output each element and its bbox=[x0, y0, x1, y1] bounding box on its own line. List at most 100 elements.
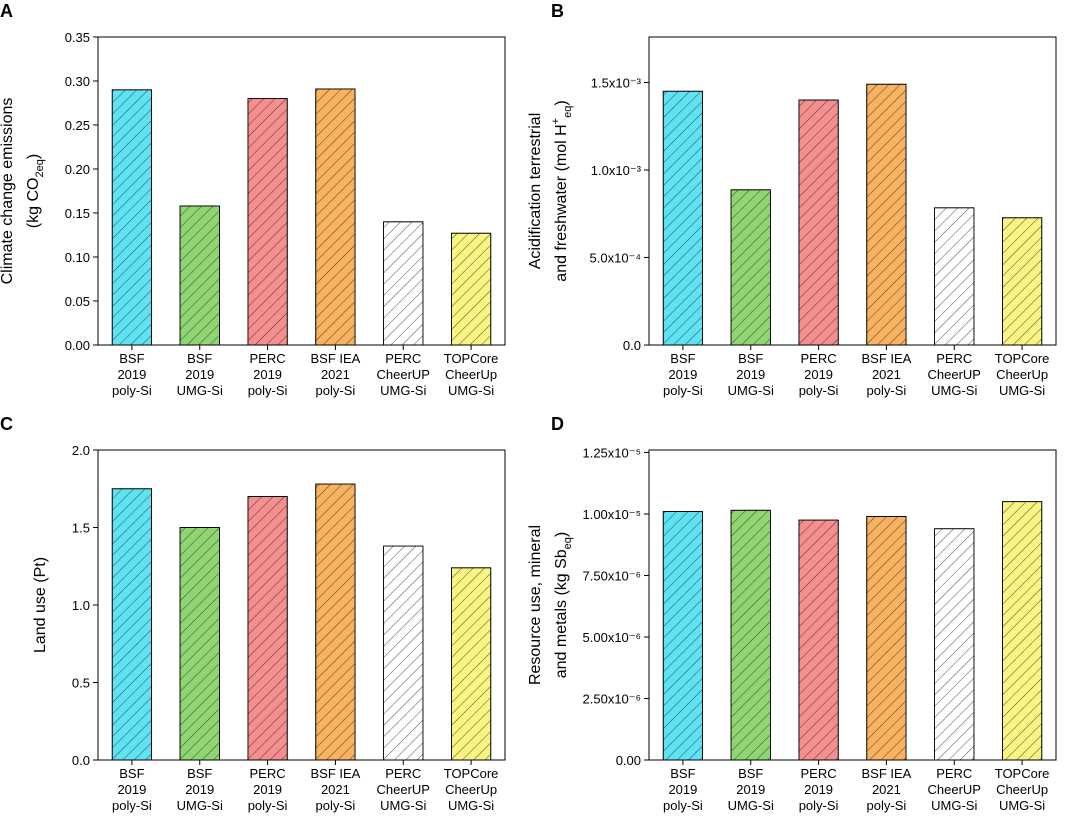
x-tick-label: PERC CheerUP UMG-Si bbox=[928, 766, 981, 813]
y-axis-label-part: and freshwater (mol H bbox=[553, 124, 570, 281]
y-tick-label: 1.5 bbox=[72, 521, 90, 536]
y-axis-label-part: + bbox=[550, 118, 562, 124]
y-axis-label-part: and metals (kg Sb bbox=[553, 549, 570, 678]
x-tick-label: BSF 2019 UMG-Si bbox=[728, 766, 774, 813]
y-axis-label-part: ) bbox=[25, 154, 42, 159]
x-tick-label: BSF 2019 UMG-Si bbox=[177, 351, 223, 398]
x-tick-label-line: BSF IEA bbox=[861, 351, 911, 366]
x-tick-label-line: UMG-Si bbox=[728, 798, 774, 813]
x-tick-label: BSF IEA 2021 poly-Si bbox=[861, 766, 911, 813]
x-tick-label: PERC CheerUP UMG-Si bbox=[928, 351, 981, 398]
x-tick-label: PERC 2019 poly-Si bbox=[248, 766, 288, 813]
x-tick-label-line: poly-Si bbox=[799, 383, 839, 398]
x-tick-label-line: CheerUp bbox=[445, 367, 497, 382]
x-tick-label-line: 2021 bbox=[872, 367, 901, 382]
x-tick-label: BSF 2019 UMG-Si bbox=[728, 351, 774, 398]
y-axis-label: and metals (kg Sbeq) bbox=[553, 532, 574, 679]
bar-hatch bbox=[247, 98, 288, 346]
y-tick-label: 2.0 bbox=[72, 443, 90, 458]
x-tick-label-line: BSF bbox=[670, 351, 695, 366]
x-tick-label-line: UMG-Si bbox=[177, 798, 223, 813]
y-tick-label: 0.0 bbox=[623, 338, 641, 353]
bar-hatch bbox=[179, 205, 220, 346]
x-tick-label-line: poly-Si bbox=[867, 383, 907, 398]
y-tick-label: 1.0x10⁻³ bbox=[591, 163, 642, 178]
bar-hatch bbox=[662, 511, 703, 761]
x-tick-label-line: UMG-Si bbox=[448, 383, 494, 398]
y-axis-label: and freshwater (mol H+eq) bbox=[550, 100, 574, 281]
y-tick-label: 5.0x10⁻⁴ bbox=[590, 251, 641, 266]
x-tick-label-line: 2019 bbox=[668, 367, 697, 382]
x-tick-label-line: PERC bbox=[385, 351, 421, 366]
y-tick-label: 0.10 bbox=[65, 250, 90, 265]
plot-frame bbox=[648, 36, 1057, 346]
x-tick-label-line: PERC bbox=[250, 766, 286, 781]
x-tick-label-line: BSF bbox=[187, 766, 212, 781]
x-tick-label-line: UMG-Si bbox=[728, 383, 774, 398]
x-tick-label-line: poly-Si bbox=[663, 383, 703, 398]
x-tick-label-line: poly-Si bbox=[316, 798, 356, 813]
y-tick-label: 1.0 bbox=[72, 598, 90, 613]
x-tick-label-line: PERC bbox=[801, 766, 837, 781]
x-tick-label-line: 2021 bbox=[321, 782, 350, 797]
x-tick-label: PERC 2019 poly-Si bbox=[248, 351, 288, 398]
y-axis-label: Acidification terrestrial bbox=[527, 113, 544, 270]
x-tick-label: PERC CheerUP UMG-Si bbox=[377, 351, 430, 398]
x-tick-label-line: PERC bbox=[936, 351, 972, 366]
x-tick-label-line: BSF bbox=[187, 351, 212, 366]
x-tick-label-line: poly-Si bbox=[799, 798, 839, 813]
x-tick-label-line: BSF bbox=[670, 766, 695, 781]
x-tick-label-line: UMG-Si bbox=[177, 383, 223, 398]
x-tick-label-line: 2019 bbox=[668, 782, 697, 797]
y-tick-label: 0.25 bbox=[65, 118, 90, 133]
x-tick-label-line: poly-Si bbox=[112, 798, 152, 813]
y-axis-label: Climate change emissions bbox=[0, 98, 16, 285]
y-tick-label: 0.00 bbox=[616, 753, 641, 768]
y-axis-label-part: ) bbox=[553, 532, 570, 537]
y-axis-label-part: eq bbox=[562, 106, 574, 118]
x-tick-label: BSF IEA 2021 poly-Si bbox=[310, 766, 360, 813]
panel-letter: C bbox=[0, 414, 13, 434]
bar-hatch bbox=[111, 89, 152, 346]
bar-hatch bbox=[662, 90, 703, 346]
bar-hatch bbox=[451, 567, 492, 761]
y-tick-label: 1.5x10⁻³ bbox=[591, 76, 642, 91]
x-tick-label-line: BSF bbox=[119, 766, 144, 781]
x-tick-label-line: CheerUP bbox=[377, 782, 430, 797]
x-tick-label-line: 2019 bbox=[804, 367, 833, 382]
x-tick-label: BSF 2019 poly-Si bbox=[112, 351, 152, 398]
x-tick-label-line: PERC bbox=[801, 351, 837, 366]
plot-frame bbox=[648, 449, 1057, 761]
x-tick-label: TOPCore CheerUp UMG-Si bbox=[995, 766, 1050, 813]
x-tick-label: TOPCore CheerUp UMG-Si bbox=[444, 766, 499, 813]
bar-hatch bbox=[179, 527, 220, 761]
bar-hatch bbox=[383, 221, 424, 346]
plot-frame bbox=[97, 449, 506, 761]
x-tick-label: BSF 2019 UMG-Si bbox=[177, 766, 223, 813]
y-tick-label: 0.15 bbox=[65, 206, 90, 221]
x-tick-label-line: CheerUp bbox=[445, 782, 497, 797]
x-tick-label-line: CheerUp bbox=[996, 367, 1048, 382]
x-tick-label-line: BSF bbox=[119, 351, 144, 366]
x-tick-label: PERC 2019 poly-Si bbox=[799, 766, 839, 813]
y-tick-label: 0.00 bbox=[65, 338, 90, 353]
x-tick-label-line: 2019 bbox=[804, 782, 833, 797]
y-axis-label: Land use (Pt) bbox=[32, 557, 49, 653]
y-tick-label: 0.05 bbox=[65, 294, 90, 309]
y-tick-label: 1.00x10⁻⁵ bbox=[582, 507, 641, 522]
x-tick-label-line: TOPCore bbox=[995, 766, 1050, 781]
bar-hatch bbox=[798, 519, 839, 761]
x-tick-label-line: 2019 bbox=[117, 782, 146, 797]
y-axis-label-part: ) bbox=[553, 100, 570, 105]
y-tick-label: 1.25x10⁻⁵ bbox=[582, 445, 641, 460]
x-tick-label: PERC 2019 poly-Si bbox=[799, 351, 839, 398]
x-tick-label-line: 2019 bbox=[253, 782, 282, 797]
x-tick-label-line: CheerUP bbox=[928, 367, 981, 382]
x-tick-label-line: TOPCore bbox=[444, 351, 499, 366]
x-tick-label-line: PERC bbox=[936, 766, 972, 781]
x-tick-label: TOPCore CheerUp UMG-Si bbox=[444, 351, 499, 398]
y-axis-label-part: (kg CO bbox=[25, 178, 42, 229]
x-tick-label-line: 2021 bbox=[321, 367, 350, 382]
bar-hatch bbox=[934, 207, 975, 346]
